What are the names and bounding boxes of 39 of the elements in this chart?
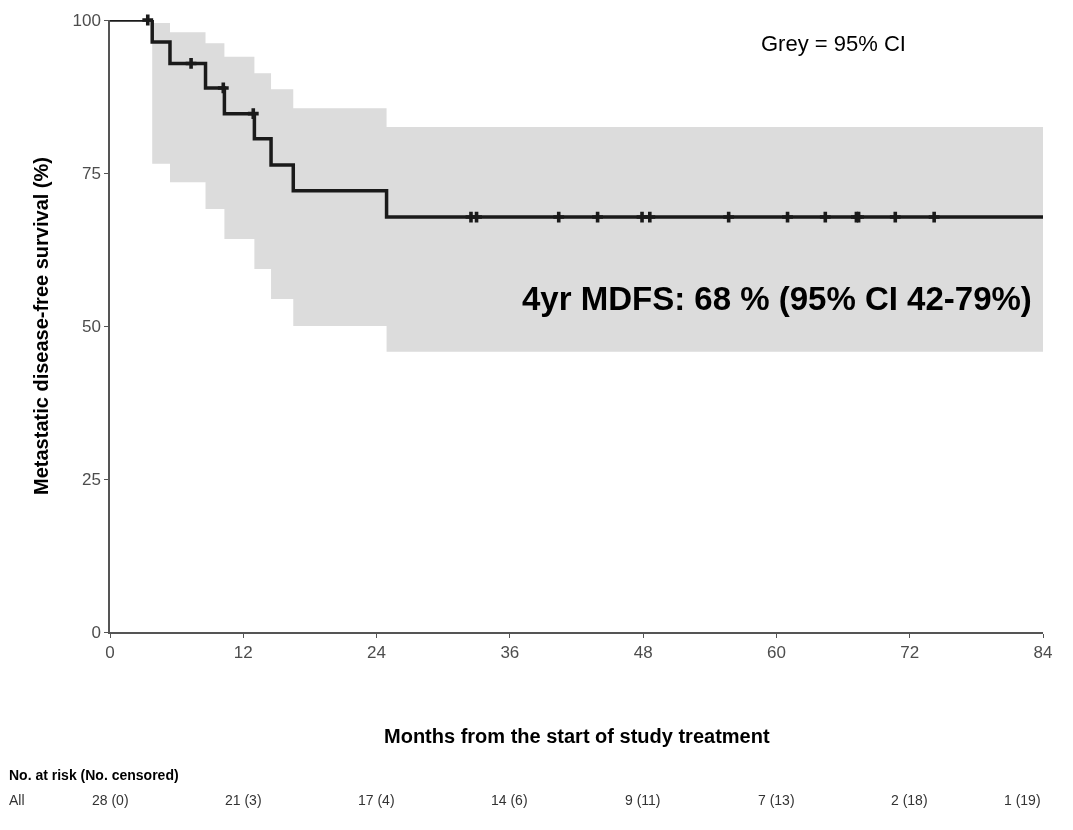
point [592, 211, 603, 223]
point [247, 108, 259, 120]
text: All [9, 792, 25, 808]
x-tick-label: 24 [367, 643, 387, 663]
text: No. at risk (No. censored) [9, 767, 179, 783]
text: 7 (13) [758, 792, 795, 808]
text: 9 (11) [625, 792, 661, 808]
annotation: 4yr MDFS: 68 % (95% CI 42-79%) [522, 280, 1032, 317]
point [217, 82, 229, 94]
y-axis-title: Metastatic disease-free survival (%) [30, 157, 53, 495]
point [819, 211, 831, 223]
point [889, 211, 901, 223]
y-tick-label: 50 [81, 316, 101, 336]
y-tick-label: 75 [81, 163, 101, 183]
point [142, 14, 154, 26]
point [185, 58, 197, 69]
y-tick-label: 25 [81, 469, 101, 489]
x-axis-title: Months from the start of study treatment [384, 725, 770, 747]
x-tick-label: 48 [633, 643, 653, 663]
x-tick-label: 12 [233, 643, 253, 663]
y-tick-label: 100 [72, 10, 101, 30]
text: 17 (4) [358, 792, 395, 808]
y-tick-label: 0 [91, 622, 101, 642]
x-tick-label: 84 [1033, 643, 1053, 663]
text: 14 (6) [491, 792, 528, 808]
point [644, 211, 656, 223]
x-tick-label: 36 [500, 643, 520, 663]
point [928, 211, 940, 223]
point [553, 211, 565, 223]
x-tick-label: 60 [766, 643, 786, 663]
point [723, 211, 735, 223]
text: 2 (18) [891, 792, 928, 808]
text: 28 (0) [92, 792, 129, 808]
point [782, 211, 793, 223]
x-tick-label: 72 [900, 643, 920, 663]
x-tick-label: 0 [105, 643, 115, 663]
text: 1 (19) [1004, 792, 1041, 808]
annotation: Grey = 95% CI [761, 31, 906, 56]
text: 21 (3) [225, 792, 262, 808]
